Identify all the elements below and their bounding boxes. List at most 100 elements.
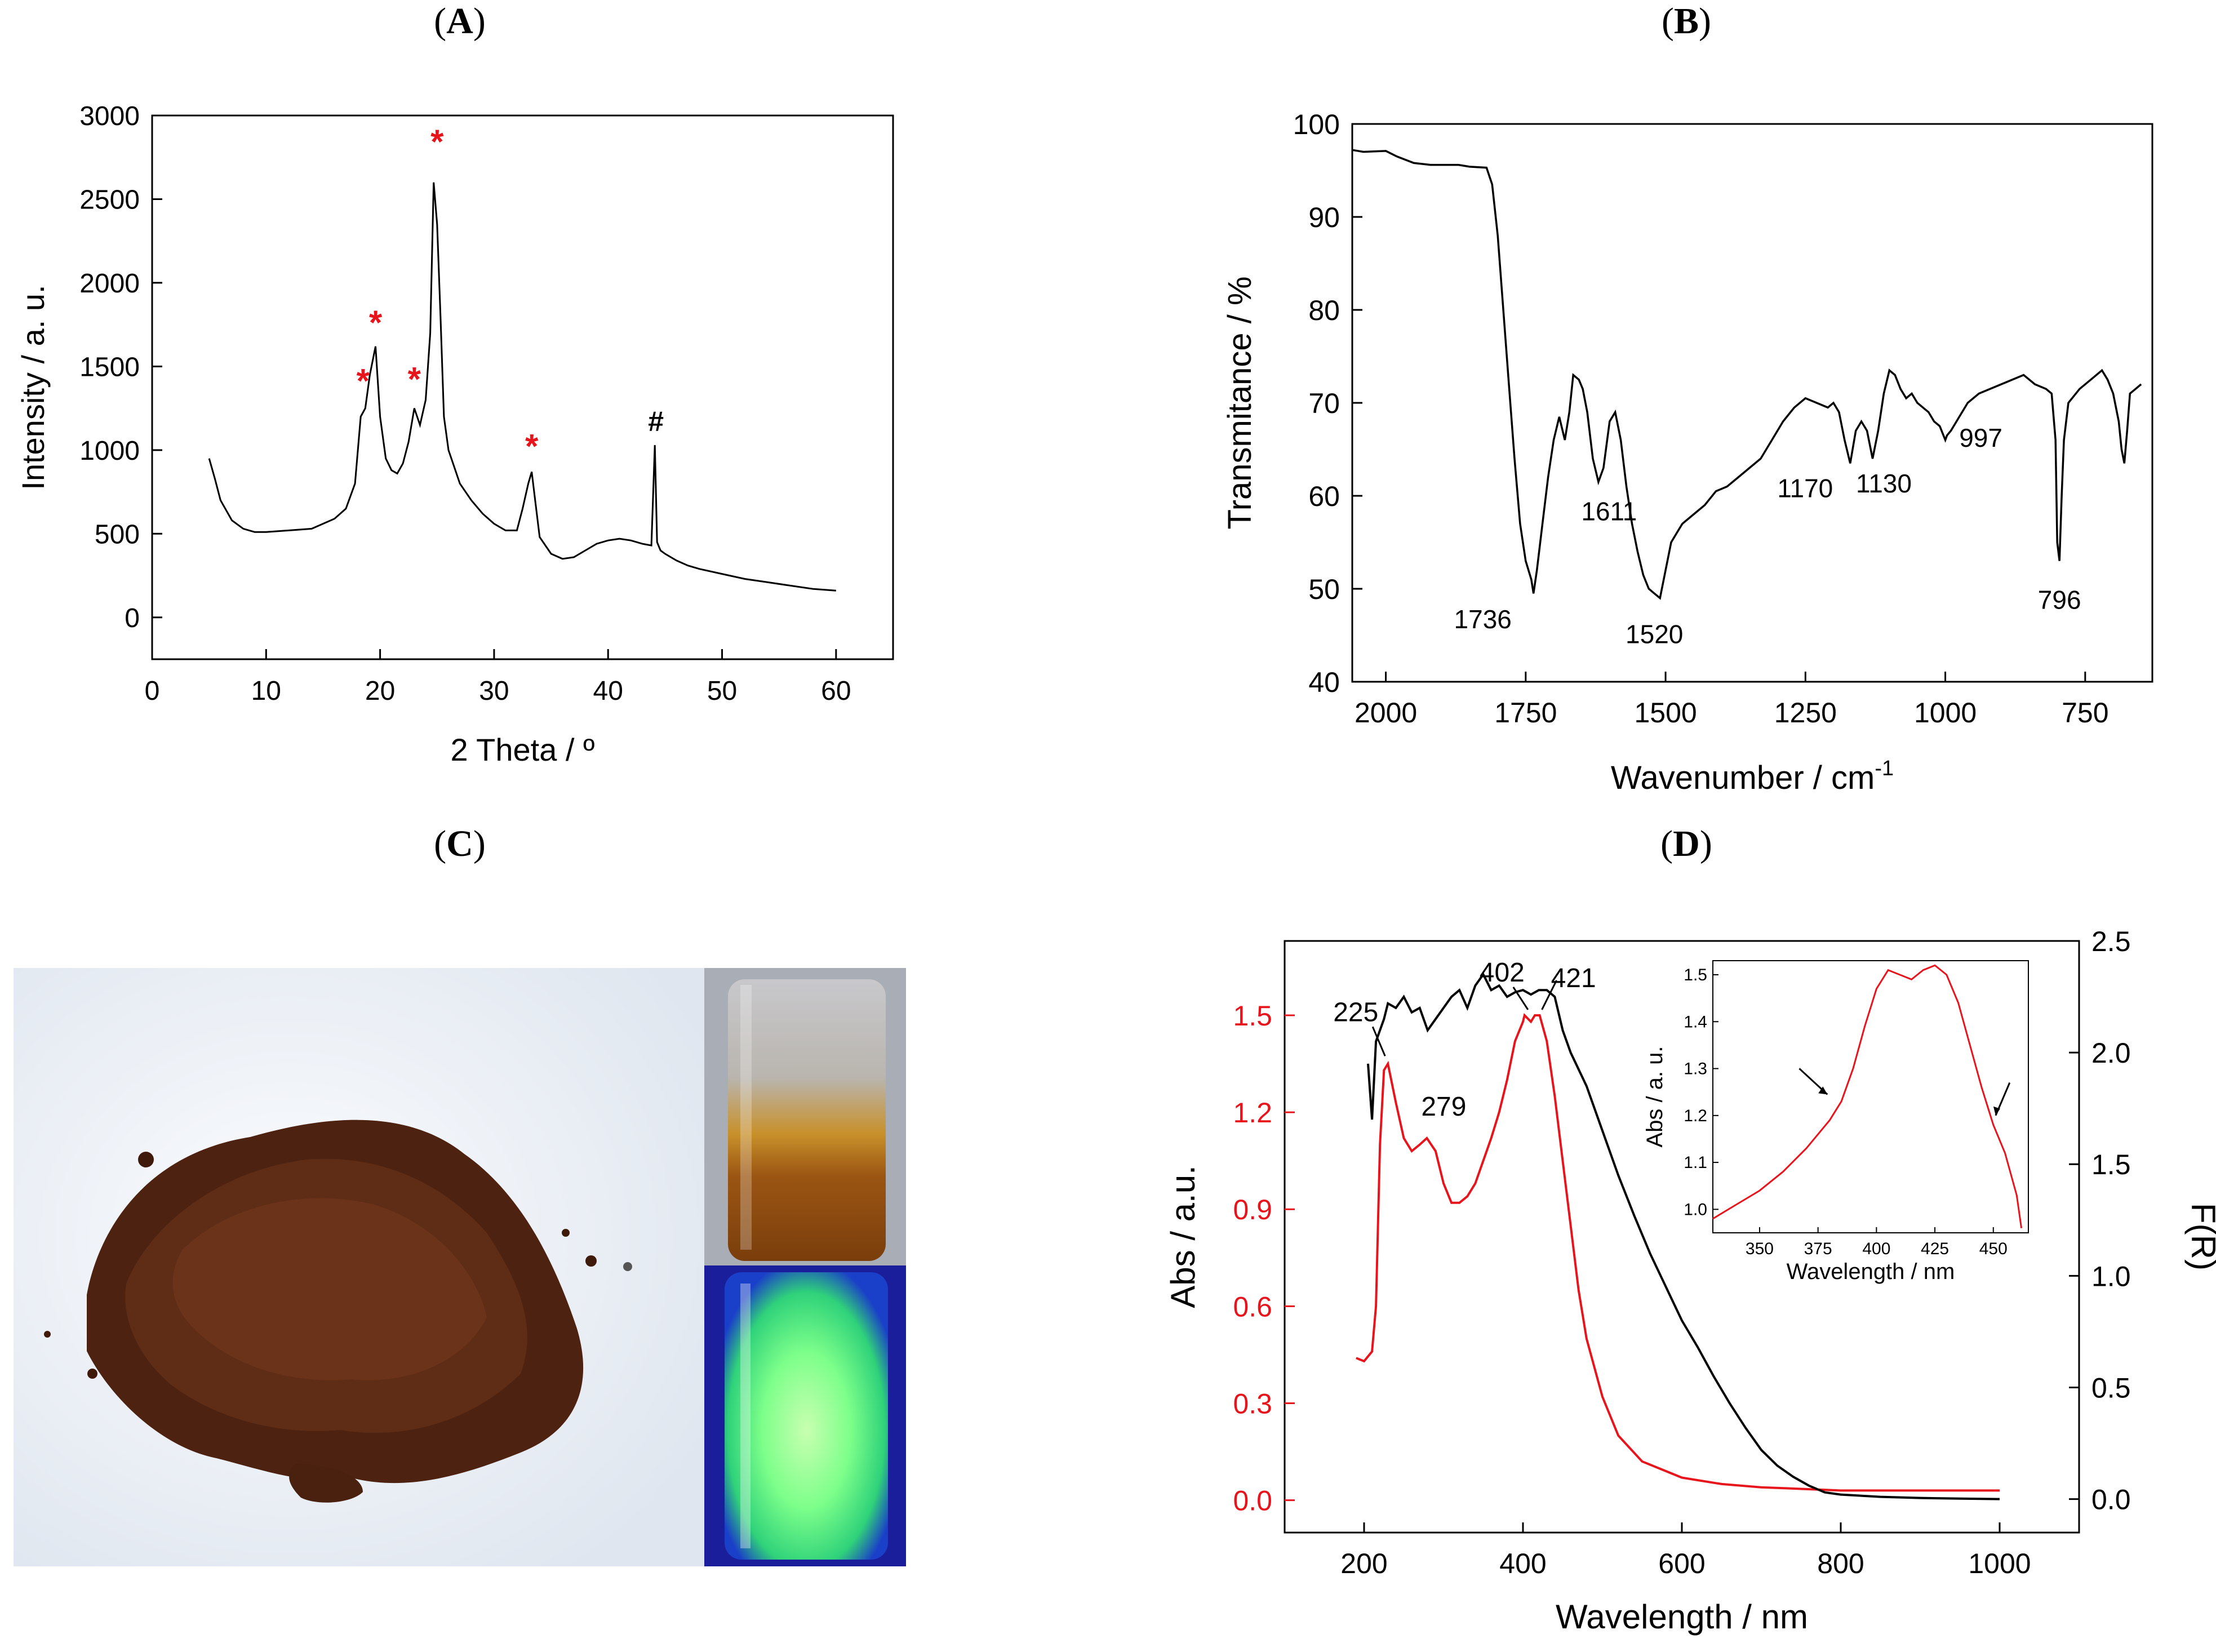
x-tick-label: 400: [1499, 1548, 1546, 1579]
y-tick-label: 60: [1308, 481, 1340, 512]
peak-label: 997: [1959, 423, 2002, 452]
peak-marker: *: [525, 427, 539, 465]
ftir-spectrum-line: [1352, 149, 2142, 600]
x-tick-label: 1000: [1968, 1548, 2031, 1579]
y-tick-label-left: 1.2: [1233, 1097, 1272, 1129]
y-tick-label: 100: [1293, 109, 1340, 140]
x-tick-label: 20: [365, 676, 395, 706]
x-tick-label: 40: [593, 676, 623, 706]
y-tick-label: 70: [1308, 388, 1340, 419]
inset-y-tick-label: 1.3: [1684, 1060, 1707, 1078]
y-tick-label: 80: [1308, 295, 1340, 326]
y-tick-label-left: 0.3: [1233, 1388, 1272, 1419]
inset-arrowhead-left: [1818, 1086, 1828, 1095]
y-tick-label-right: 0.5: [2091, 1372, 2131, 1404]
y-tick-label: 1000: [79, 436, 140, 466]
inset-frame: [1712, 960, 2029, 1233]
peak-label: 1611: [1581, 497, 1637, 526]
y-tick-label-left: 0.9: [1233, 1194, 1272, 1225]
panel-label-a: (A): [434, 1, 486, 42]
sample-photo: [14, 968, 906, 1566]
peak-label: 796: [2038, 585, 2081, 615]
fluorescent-vial: [704, 1265, 906, 1566]
x-tick-label: 60: [821, 676, 851, 706]
x-tick-label: 200: [1340, 1548, 1387, 1579]
inset-x-tick-label: 425: [1921, 1240, 1949, 1258]
absorbance-spectrum-line: [1356, 1013, 2000, 1492]
x-axis-label: Wavenumber / cm-1: [1611, 757, 1894, 796]
inset-x-tick-label: 375: [1804, 1240, 1832, 1258]
x-tick-label: 750: [2062, 697, 2108, 729]
peak-label: 1736: [1454, 605, 1512, 634]
y-tick-label: 2000: [79, 269, 140, 299]
ftir-chart: 2000 1750 1500 1250 1000 750 40 50 60 70 80 90 100 Wa…: [1222, 109, 2153, 796]
peak-marker: *: [369, 304, 383, 341]
peak-label: 402: [1480, 958, 1525, 988]
y-tick-label-left: 1.5: [1233, 1000, 1272, 1032]
plot-frame: [151, 114, 894, 660]
inset-y-axis-label: Abs / a. u.: [1642, 1046, 1667, 1147]
peak-label: 1170: [1777, 473, 1833, 503]
inset-y-tick-label: 1.2: [1684, 1107, 1707, 1125]
x-tick-label: 1750: [1494, 697, 1557, 729]
x-tick-label: 1250: [1774, 697, 1837, 729]
inset-y-tick-label: 1.1: [1684, 1153, 1707, 1172]
peak-marker: *: [430, 123, 444, 161]
peak-label: 279: [1421, 1092, 1466, 1122]
x-tick-label: 30: [479, 676, 509, 706]
inset-x-axis-label: Wavelength / nm: [1787, 1259, 1955, 1284]
x-axis-label-superscript: -1: [1875, 757, 1894, 780]
x-axis-label: 2 Theta / º: [450, 732, 594, 767]
y-tick-label-left: 0.0: [1233, 1485, 1272, 1517]
x-tick-label: 600: [1658, 1548, 1705, 1579]
inset-absorbance-line: [1712, 964, 2023, 1228]
fr-spectrum-line: [1367, 972, 2000, 1500]
peak-marker: #: [648, 406, 664, 437]
peak-label: 1130: [1856, 469, 1912, 498]
inset-y-tick-label: 1.4: [1684, 1012, 1707, 1031]
y-tick-label: 3000: [79, 101, 140, 131]
inset-arrowhead-right: [1993, 1106, 2000, 1116]
y-tick-label-right: 1.5: [2091, 1149, 2131, 1180]
uvvis-chart: 200 400 600 800 1000 0.0 0.3 0.6 0.9 1.2 1.5 0.0 0.5…: [1164, 926, 2216, 1636]
amber-vial: [704, 968, 906, 1265]
inset-x-tick-label: 400: [1862, 1240, 1890, 1258]
y-axis-label: Intensity / a. u.: [15, 285, 51, 490]
y-tick-label: 500: [95, 519, 140, 549]
y-axis-label: Transmitance / %: [1222, 276, 1258, 529]
x-tick-label: 1500: [1634, 697, 1697, 729]
xrd-chart: 0 10 20 30 40 50 60 0 500 1000 1500 2000 2500 3000 2 T…: [15, 101, 894, 767]
y-tick-label-right: 2.5: [2091, 926, 2131, 957]
peak-marker: *: [357, 362, 370, 400]
panel-label-b: (B): [1662, 1, 1711, 42]
y-tick-label: 40: [1308, 667, 1340, 698]
y-tick-label-right: 1.0: [2091, 1260, 2131, 1292]
brown-powder: [44, 1120, 632, 1503]
x-tick-label: 1000: [1914, 697, 1977, 729]
y-tick-label: 90: [1308, 202, 1340, 233]
x-axis-label: Wavelength / nm: [1556, 1598, 1808, 1636]
inset-x-tick-label: 450: [1979, 1240, 2008, 1258]
y-tick-label: 0: [125, 603, 140, 633]
peak-arrow-402: [1512, 987, 1529, 1010]
peak-label: 1520: [1626, 620, 1683, 649]
x-tick-label: 800: [1817, 1548, 1864, 1579]
peak-arrow-421: [1541, 980, 1557, 1010]
x-tick-label: 2000: [1355, 697, 1417, 729]
panel-label-d: (D): [1660, 823, 1712, 864]
plot-frame: [1351, 123, 2153, 683]
y-tick-label-right: 0.0: [2091, 1484, 2131, 1516]
xrd-pattern-line: [208, 182, 836, 592]
panel-label-c: (C): [434, 823, 486, 864]
peak-label: 225: [1333, 997, 1378, 1027]
y-tick-label: 1500: [79, 352, 140, 382]
y-tick-label-left: 0.6: [1233, 1291, 1272, 1322]
peak-label: 421: [1551, 963, 1596, 993]
peak-arrow-225: [1371, 1026, 1386, 1056]
x-tick-label: 10: [251, 676, 281, 706]
inset-y-tick-label: 1.0: [1684, 1200, 1707, 1219]
inset-x-tick-label: 350: [1746, 1240, 1774, 1258]
y-tick-label: 2500: [79, 185, 140, 215]
y-tick-label: 50: [1308, 574, 1340, 605]
y-tick-label-right: 2.0: [2091, 1037, 2131, 1069]
